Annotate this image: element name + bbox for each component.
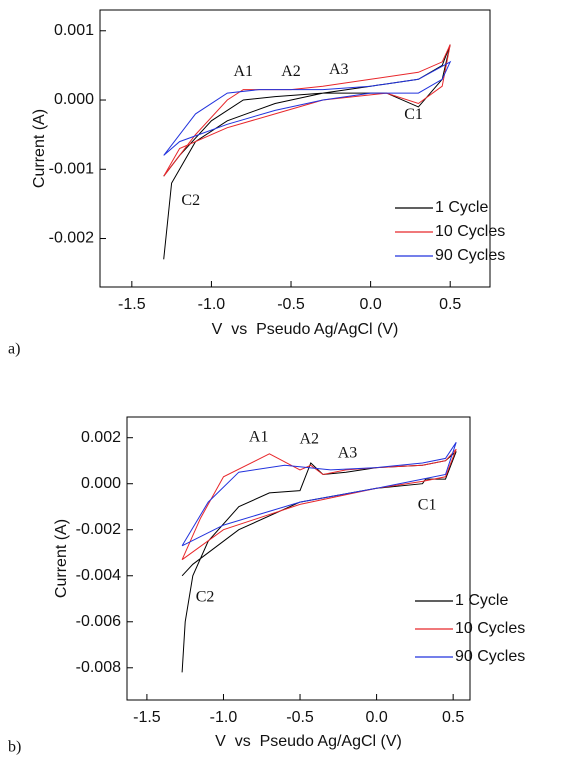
peak-annotation: A1 [249,428,269,445]
x-tick-label: -1.5 [133,709,161,726]
x-tick-label: 0.0 [359,296,381,313]
cv-curve [181,442,457,547]
x-tick-label: -0.5 [286,709,314,726]
cv-curve [163,44,451,177]
y-tick-label: -0.002 [49,230,94,247]
peak-annotation: A2 [281,63,301,80]
legend-label: 1 Cycle [435,199,488,216]
x-tick-label: -0.5 [277,296,305,313]
x-tick-label: 0.0 [365,709,387,726]
y-axis-label: Current (A) [53,519,70,598]
x-axis-label: V vs Pseudo Ag/AgCl (V) [215,733,402,750]
legend-label: 90 Cycles [435,247,505,264]
y-tick-label: -0.004 [76,567,121,584]
legend-label: 10 Cycles [455,620,525,637]
peak-annotation: C2 [196,589,215,606]
plot-frame [126,416,471,701]
y-tick-label: -0.001 [49,160,94,177]
y-axis-label: Current (A) [31,109,48,188]
y-tick-label: 0.000 [81,475,121,492]
plot-frame [99,9,491,288]
peak-annotation: A3 [338,444,358,461]
x-tick-label: 0.5 [439,296,461,313]
legend-label: 10 Cycles [435,223,505,240]
y-tick-label: 0.002 [81,429,121,446]
cv-curve [163,44,451,260]
peak-annotation: A3 [329,61,349,78]
legend-label: 90 Cycles [455,648,525,665]
y-tick-label: 0.001 [54,22,94,39]
x-axis-label: V vs Pseudo Ag/AgCl (V) [212,321,399,338]
x-tick-label: -1.0 [198,296,226,313]
peak-annotation: A2 [299,431,319,448]
panel-label: a) [8,341,20,358]
cv-curve [163,60,452,156]
peak-annotation: C1 [404,106,423,123]
peak-annotation: C1 [418,496,437,513]
y-tick-label: -0.008 [76,659,121,676]
y-tick-label: -0.002 [76,521,121,538]
y-tick-label: 0.000 [54,91,94,108]
panel-label: b) [8,739,21,756]
x-tick-label: -1.0 [210,709,238,726]
x-tick-label: -1.5 [118,296,146,313]
legend-label: 1 Cycle [455,592,508,609]
peak-annotation: A1 [233,63,253,80]
x-tick-label: 0.5 [442,709,464,726]
cv-curve [181,451,457,673]
cv-curve [181,448,457,561]
y-tick-label: -0.006 [76,613,121,630]
peak-annotation: C2 [181,192,200,209]
